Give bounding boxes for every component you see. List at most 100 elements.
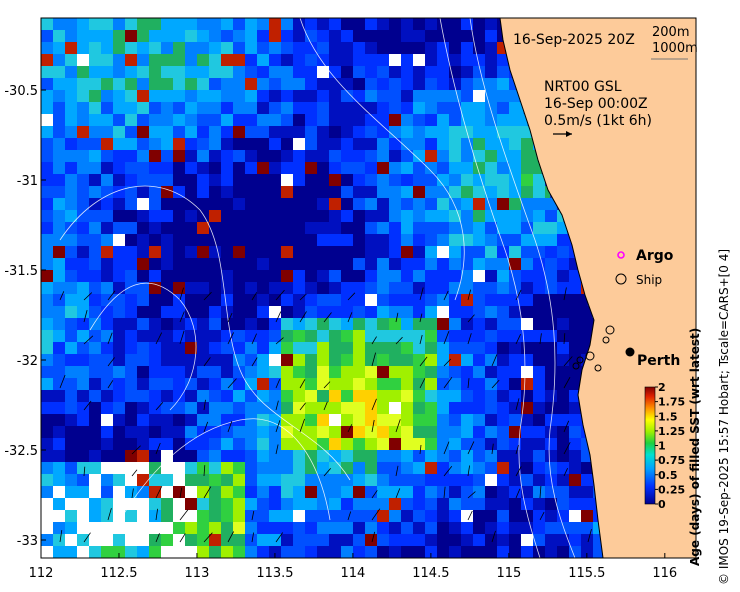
sst-cell <box>173 150 185 162</box>
sst-cell <box>581 450 592 462</box>
sst-cell <box>353 306 365 318</box>
sst-cell <box>149 546 161 558</box>
sst-cell <box>293 222 305 234</box>
sst-cell <box>209 354 221 366</box>
sst-cell <box>557 510 569 522</box>
sst-cell <box>197 534 209 546</box>
sst-cell <box>533 402 545 414</box>
sst-cell <box>437 126 449 138</box>
sst-cell <box>125 546 137 558</box>
sst-cell <box>377 30 389 42</box>
sst-cell <box>341 258 353 270</box>
sst-cell <box>425 462 437 474</box>
sst-cell <box>497 18 502 30</box>
sst-cell <box>101 402 113 414</box>
sst-cell <box>353 150 365 162</box>
sst-cell <box>497 222 509 234</box>
sst-cell <box>389 114 401 126</box>
sst-cell <box>545 258 557 270</box>
sst-cell <box>101 282 113 294</box>
sst-cell <box>377 90 389 102</box>
sst-cell <box>329 174 341 186</box>
sst-cell <box>389 42 401 54</box>
sst-cell <box>281 138 293 150</box>
sst-cell <box>245 258 257 270</box>
sst-cell <box>401 342 413 354</box>
sst-cell <box>365 450 377 462</box>
sst-cell <box>269 282 281 294</box>
sst-cell <box>485 462 497 474</box>
sst-cell <box>149 54 161 66</box>
sst-cell <box>449 426 461 438</box>
sst-cell <box>221 546 233 558</box>
sst-cell <box>521 510 533 522</box>
sst-cell <box>101 474 113 486</box>
sst-cell <box>89 162 101 174</box>
current-vector <box>155 485 163 499</box>
sst-cell <box>281 246 293 258</box>
sst-cell <box>461 54 473 66</box>
sst-cell <box>401 138 413 150</box>
sst-cell <box>425 414 437 426</box>
sst-cell <box>137 150 149 162</box>
sst-cell <box>185 210 197 222</box>
sst-cell <box>149 306 161 318</box>
sst-cell <box>101 210 113 222</box>
sst-cell <box>341 42 353 54</box>
sst-cell <box>461 306 473 318</box>
sst-cell <box>149 510 161 522</box>
sst-cell <box>41 42 53 54</box>
sst-cell <box>593 522 601 534</box>
sst-cell <box>257 234 269 246</box>
sst-cell <box>77 426 89 438</box>
sst-cell <box>353 546 365 558</box>
sst-cell <box>545 522 557 534</box>
sst-cell <box>377 186 389 198</box>
sst-cell <box>437 342 449 354</box>
sst-cell <box>173 330 185 342</box>
current-vector <box>203 291 212 301</box>
sst-cell <box>425 258 437 270</box>
sst-cell <box>485 522 497 534</box>
sst-cell <box>269 390 281 402</box>
sst-cell <box>401 78 413 90</box>
sst-cell <box>245 246 257 258</box>
sst-cell <box>449 390 461 402</box>
sst-cell <box>137 318 149 330</box>
sst-cell <box>185 138 197 150</box>
sst-cell <box>293 138 305 150</box>
sst-cell <box>329 234 341 246</box>
sst-cell <box>77 450 89 462</box>
sst-cell <box>185 354 197 366</box>
sst-cell <box>89 126 101 138</box>
sst-cell <box>401 102 413 114</box>
sst-cell <box>413 90 425 102</box>
sst-cell <box>329 42 341 54</box>
sst-cell <box>305 258 317 270</box>
sst-cell <box>413 18 425 30</box>
sst-cell <box>473 378 485 390</box>
sst-cell <box>341 30 353 42</box>
sst-cell <box>65 66 77 78</box>
sst-cell <box>245 198 257 210</box>
y-axis: -30.5-31-31.5-32-32.5-33 <box>4 84 46 549</box>
sst-cell <box>389 498 401 510</box>
sst-cell <box>317 282 329 294</box>
sst-cell <box>341 306 353 318</box>
sst-cell <box>449 54 461 66</box>
sst-cell <box>53 138 65 150</box>
sst-cell <box>185 246 197 258</box>
sst-cell <box>89 90 101 102</box>
sst-cell <box>281 330 293 342</box>
sst-cell <box>281 462 293 474</box>
sst-cell <box>209 306 221 318</box>
sst-cell <box>77 366 89 378</box>
current-vector <box>467 378 470 389</box>
sst-cell <box>461 438 473 450</box>
x-tick-label: 115 <box>496 566 521 581</box>
sst-cell <box>509 462 521 474</box>
sst-cell <box>53 438 65 450</box>
sst-cell <box>329 318 341 330</box>
sst-cell <box>41 450 53 462</box>
sst-cell <box>509 378 521 390</box>
